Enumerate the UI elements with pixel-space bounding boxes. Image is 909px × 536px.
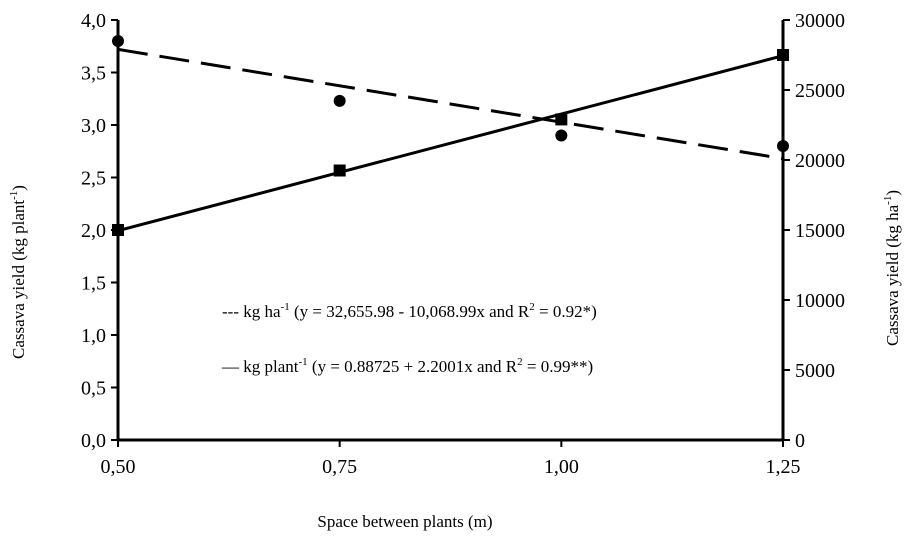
legend-entry-kg-ha: --- kg ha-1 (y = 32,655.98 - 10,068.99x … (222, 301, 597, 321)
y-right-tick-label: 30000 (795, 10, 845, 32)
y-right-tick-label: 25000 (795, 80, 845, 102)
y-left-tick-label: 4,0 (81, 10, 106, 32)
series-line-kg-ha (117, 47, 784, 161)
y-right-tick-label: 15000 (795, 220, 845, 242)
x-tick-label: 0,75 (322, 456, 357, 478)
data-point-kg-plant (777, 49, 789, 61)
y-right-axis-title: Cassava yield (kg ha-1) (882, 190, 902, 346)
x-tick-label: 1,25 (766, 456, 801, 478)
x-tick-label: 0,50 (101, 456, 136, 478)
y-left-tick-label: 1,5 (81, 273, 106, 295)
y-left-tick-label: 3,5 (81, 63, 106, 85)
series-line-kg-plant (117, 54, 784, 233)
y-left-tick-label: 3,0 (81, 115, 106, 137)
data-point-kg-ha (112, 35, 124, 47)
y-right-tick-label: 20000 (795, 150, 845, 172)
data-point-kg-plant (112, 224, 124, 236)
x-axis-title: Space between plants (m) (317, 512, 492, 531)
chart-marks (112, 35, 789, 236)
y-left-tick-label: 2,0 (81, 220, 106, 242)
y-right-tick-label: 0 (795, 430, 805, 452)
y-left-tick-label: 0,0 (81, 430, 106, 452)
y-right-tick-label: 5000 (795, 360, 835, 382)
legend-entry-kg-plant: — kg plant-1 (y = 0.88725 + 2.2001x and … (221, 356, 593, 376)
y-left-tick-label: 0,5 (81, 378, 106, 400)
y-right-tick-label: 10000 (795, 290, 845, 312)
data-point-kg-ha (333, 94, 346, 107)
data-point-kg-plant (333, 164, 346, 177)
y-left-tick-label: 2,5 (81, 168, 106, 190)
x-tick-label: 1,00 (544, 456, 579, 478)
y-left-tick-label: 1,0 (81, 325, 106, 347)
data-point-kg-ha (555, 129, 568, 142)
axes: 0,0 0,5 1,0 1,5 2,0 2,5 3,0 3,5 4,0 0 5000 10000 150… (81, 10, 845, 478)
y-left-axis-title: Cassava yield (kg plant-1) (8, 185, 28, 359)
data-point-kg-ha (777, 140, 789, 152)
